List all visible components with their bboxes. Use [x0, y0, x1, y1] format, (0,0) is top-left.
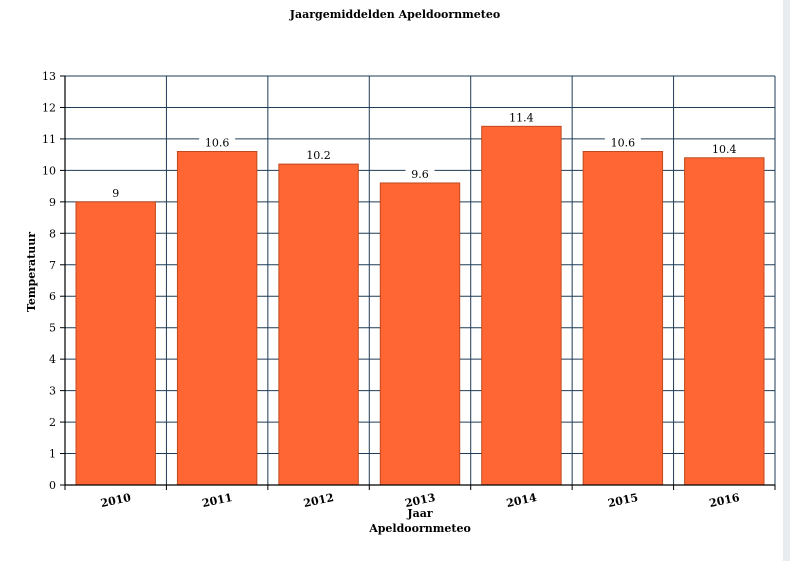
- data-label: 10.2: [306, 149, 331, 162]
- y-tick-label: 0: [49, 479, 56, 492]
- y-tick-label: 5: [49, 322, 56, 335]
- y-tick-label: 4: [49, 353, 56, 366]
- chart-title: Jaargemiddelden Apeldoornmeteo: [289, 8, 501, 21]
- x-tick-label: 2012: [302, 491, 335, 510]
- x-tick-label: 2013: [404, 491, 437, 510]
- data-label: 9: [112, 187, 119, 200]
- y-tick-label: 13: [42, 70, 56, 83]
- data-label-background: [706, 142, 743, 156]
- x-tick-label: 2016: [708, 491, 741, 510]
- data-label: 11.4: [509, 111, 534, 124]
- data-label-background: [405, 167, 435, 181]
- data-label-background: [604, 136, 641, 150]
- y-tick-label: 8: [49, 227, 56, 240]
- data-label: 10.6: [611, 137, 636, 150]
- y-axis-title: Temperatuur: [25, 232, 38, 312]
- x-tick-label: 2011: [201, 491, 234, 510]
- data-label: 10.6: [205, 137, 230, 150]
- y-tick-label: 2: [49, 416, 56, 429]
- bars: 9 10.6 10.2 9.6 11.4 10.6 10.4: [75, 111, 765, 486]
- data-label-background: [108, 186, 124, 200]
- bar: [278, 163, 359, 486]
- x-axis-subtitle: Apeldoornmeteo: [368, 522, 471, 535]
- y-tick-label: 7: [49, 259, 56, 272]
- x-axis-title: Jaar: [406, 507, 432, 520]
- data-label-background: [503, 111, 540, 125]
- y-tick-label: 11: [42, 133, 56, 146]
- y-tick-label: 12: [42, 101, 56, 114]
- window-edge: [783, 0, 790, 561]
- x-tick-label: 2015: [607, 491, 640, 510]
- y-tick-label: 6: [49, 290, 56, 303]
- data-label-background: [300, 149, 337, 163]
- y-tick-label: 10: [42, 164, 56, 177]
- bar: [582, 151, 664, 486]
- x-tick-label: 2010: [99, 491, 132, 510]
- y-tick-label: 9: [49, 196, 56, 209]
- bar: [75, 201, 156, 486]
- bar: [481, 125, 562, 486]
- bar: [684, 157, 765, 486]
- y-tick-label: 1: [49, 448, 56, 461]
- y-tick-label: 3: [49, 385, 56, 398]
- data-label: 10.4: [712, 143, 737, 156]
- bar: [176, 151, 258, 486]
- data-label-background: [199, 136, 236, 150]
- x-tick-label: 2014: [505, 491, 538, 510]
- data-label: 9.6: [411, 168, 429, 181]
- bar: [379, 182, 461, 486]
